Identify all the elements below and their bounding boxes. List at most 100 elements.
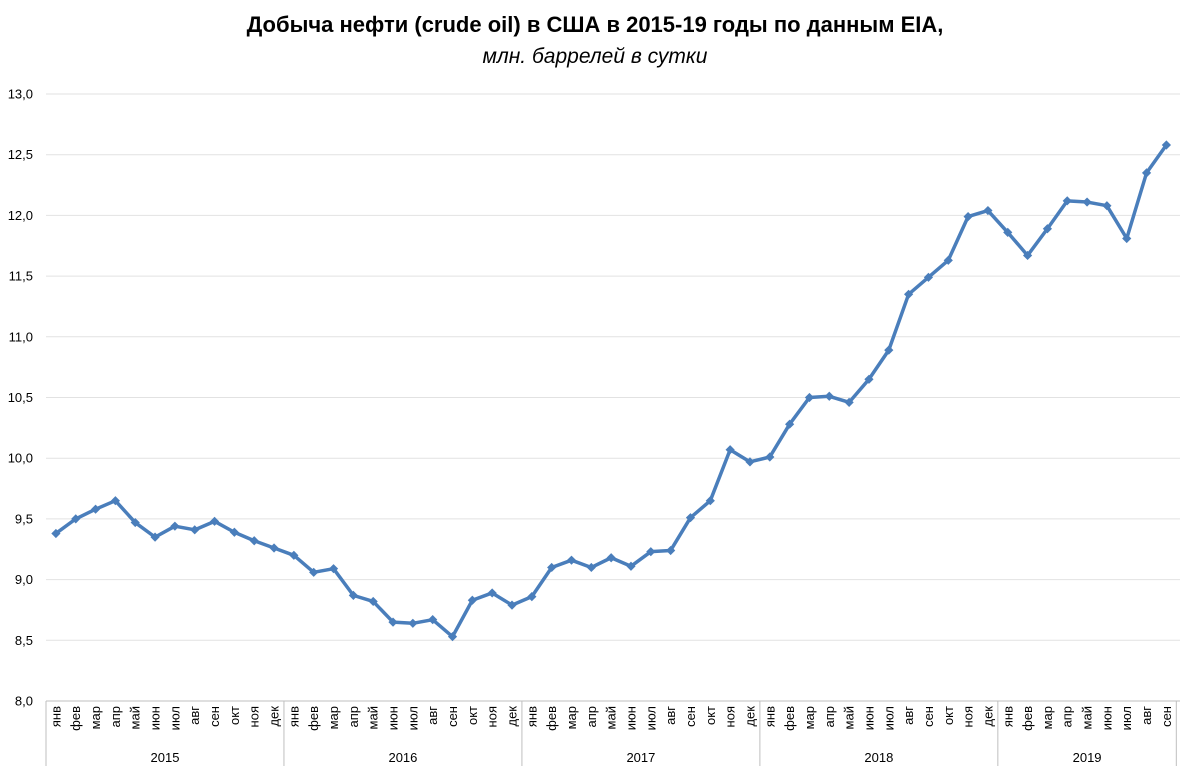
y-tick-label: 12,0 <box>8 208 33 223</box>
y-tick-label: 8,5 <box>15 633 33 648</box>
data-point <box>190 525 200 535</box>
x-tick-label: окт <box>465 706 480 725</box>
x-tick-label: май <box>1080 706 1095 729</box>
data-point <box>249 536 259 546</box>
x-tick-label: ноя <box>485 706 500 727</box>
data-point <box>388 617 398 627</box>
x-tick-label: июн <box>1099 706 1114 730</box>
data-point <box>90 504 101 514</box>
x-tick-label: июл <box>405 706 420 730</box>
x-tick-label: окт <box>227 706 242 725</box>
chart-title: Добыча нефти (crude oil) в США в 2015-19… <box>246 12 944 37</box>
data-point <box>51 528 61 539</box>
y-tick-label: 10,5 <box>8 390 33 405</box>
data-point <box>844 397 854 407</box>
x-tick-label: дек <box>742 706 757 727</box>
x-tick-label: мар <box>802 706 817 729</box>
data-point <box>785 419 795 429</box>
x-tick-label: мар <box>88 706 103 729</box>
x-tick-label: дек <box>267 706 282 727</box>
x-tick-label: май <box>604 706 619 729</box>
x-tick-label: май <box>842 706 857 729</box>
year-label: 2019 <box>1073 750 1102 765</box>
x-tick-label: янв <box>48 706 63 727</box>
x-tick-label: июл <box>881 706 896 730</box>
data-point <box>626 561 636 571</box>
data-point <box>467 595 477 605</box>
data-point <box>309 567 319 577</box>
year-label: 2016 <box>388 750 417 765</box>
x-tick-label: мар <box>326 706 341 729</box>
data-point <box>1003 227 1013 237</box>
x-tick-label: фев <box>544 706 559 731</box>
y-tick-label: 12,5 <box>8 147 33 162</box>
x-tick-label: ноя <box>961 706 976 727</box>
x-tick-label: мар <box>1040 706 1055 729</box>
y-tick-label: 13,0 <box>8 87 33 102</box>
data-point <box>1042 224 1053 234</box>
x-tick-label: авг <box>425 706 440 725</box>
x-tick-label: июн <box>861 706 876 730</box>
data-point <box>705 496 715 506</box>
x-tick-label: дек <box>980 706 995 727</box>
data-point <box>923 272 934 282</box>
y-tick-label: 11,5 <box>9 269 33 284</box>
data-point <box>943 255 953 265</box>
data-point <box>983 205 993 216</box>
data-point <box>864 374 874 384</box>
x-tick-label: сен <box>445 706 460 727</box>
data-point <box>269 543 279 553</box>
data-point <box>725 445 735 455</box>
data-point <box>527 591 537 602</box>
x-tick-label: янв <box>762 706 777 727</box>
x-tick-label: янв <box>286 706 301 727</box>
year-label: 2018 <box>864 750 893 765</box>
data-point <box>804 392 815 403</box>
x-tick-label: авг <box>1139 706 1154 725</box>
data-point <box>606 553 616 563</box>
data-point <box>1022 250 1033 261</box>
x-tick-label: авг <box>663 706 678 725</box>
data-point <box>1082 197 1092 207</box>
x-tick-label: фев <box>306 706 321 731</box>
x-tick-label: апр <box>108 706 123 728</box>
data-point <box>685 513 696 523</box>
y-tick-label: 11,0 <box>9 329 33 344</box>
x-tick-label: июл <box>1119 706 1134 730</box>
data-point <box>229 527 239 537</box>
x-tick-label: июн <box>623 706 638 730</box>
x-tick-label: сен <box>1159 706 1174 727</box>
x-tick-label: авг <box>187 706 202 725</box>
data-point <box>1062 196 1072 206</box>
y-tick-label: 8,0 <box>15 694 33 709</box>
x-tick-label: мар <box>564 706 579 729</box>
data-point <box>348 590 358 600</box>
data-point <box>209 516 220 526</box>
x-tick-label: сен <box>207 706 222 727</box>
x-tick-label: дек <box>505 706 520 727</box>
x-tick-label: июл <box>643 706 658 730</box>
x-tick-label: июн <box>148 706 163 730</box>
chart-subtitle: млн. баррелей в сутки <box>482 45 708 68</box>
data-point <box>963 212 973 222</box>
data-point <box>824 391 834 401</box>
data-point <box>368 596 378 607</box>
data-point <box>130 517 140 528</box>
series-line <box>54 143 1169 639</box>
x-tick-label: апр <box>584 706 599 728</box>
y-tick-label: 9,0 <box>15 572 33 587</box>
x-tick-label: ноя <box>723 706 738 727</box>
x-tick-label: янв <box>524 706 539 727</box>
data-point <box>566 555 577 565</box>
data-point <box>1141 168 1152 178</box>
data-point <box>150 532 160 542</box>
y-tick-label: 10,0 <box>8 451 33 466</box>
data-point <box>646 547 656 557</box>
x-tick-label: окт <box>703 706 718 725</box>
data-point <box>765 452 775 462</box>
data-point <box>487 588 497 598</box>
data-point <box>1161 140 1171 150</box>
data-point <box>884 345 894 355</box>
data-point <box>447 632 458 642</box>
x-tick-label: июл <box>167 706 182 730</box>
